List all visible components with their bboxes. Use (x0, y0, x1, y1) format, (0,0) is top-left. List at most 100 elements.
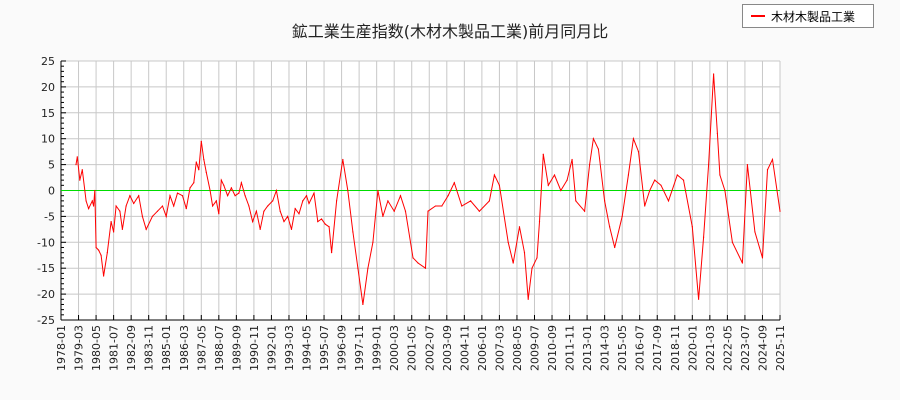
data-point (583, 210, 586, 212)
data-point (512, 262, 514, 264)
x-tick-label: 1983-11 (143, 325, 156, 371)
y-tick-label: -20 (37, 288, 55, 301)
data-point (523, 252, 526, 254)
data-point (604, 200, 606, 202)
data-point (119, 210, 121, 212)
data-point (488, 200, 490, 202)
data-point (305, 195, 308, 197)
data-point (76, 156, 78, 158)
x-tick-label: 2009-07 (528, 325, 541, 371)
x-tick-label: 1990-11 (248, 325, 261, 371)
data-point (81, 169, 83, 171)
data-point (248, 205, 250, 207)
x-tick-label: 2001-05 (406, 325, 419, 371)
data-point (649, 189, 651, 192)
data-point (447, 195, 449, 197)
x-tick-label: 2022-05 (721, 325, 734, 371)
data-point (259, 228, 261, 230)
legend-swatch (751, 15, 765, 17)
legend: 木材木製品工業 (742, 4, 874, 28)
x-tick-label: 1985-01 (160, 325, 173, 371)
data-point (627, 174, 630, 176)
data-point (716, 132, 718, 135)
data-point (290, 228, 293, 230)
x-tick-label: 1999-01 (371, 325, 384, 371)
data-point (702, 236, 705, 238)
data-point (719, 174, 721, 176)
x-tick-label: 1995-07 (318, 325, 331, 371)
data-point (302, 200, 304, 202)
data-point (320, 218, 323, 220)
x-tick-label: 2024-09 (756, 325, 769, 371)
x-tick-label: 2003-09 (441, 325, 454, 371)
data-point (470, 200, 472, 202)
data-point (609, 226, 611, 228)
data-point (324, 223, 326, 225)
x-tick-label: 1994-05 (301, 325, 314, 371)
data-point (79, 179, 81, 181)
x-tick-label: 1982-09 (125, 325, 138, 371)
data-point (87, 208, 90, 210)
data-point (654, 179, 656, 181)
data-point (518, 226, 521, 228)
data-point (507, 241, 509, 243)
data-point (754, 231, 756, 233)
data-point (771, 158, 774, 161)
data-point (441, 205, 443, 207)
data-point (493, 174, 496, 176)
x-tick-label: 2025-11 (774, 325, 787, 371)
x-tick-label: 2007-03 (493, 325, 506, 371)
data-point (621, 215, 623, 217)
y-tick-label: 25 (41, 55, 55, 68)
data-point (209, 189, 211, 192)
data-point (614, 246, 616, 249)
data-point (412, 257, 414, 259)
data-point (226, 195, 229, 197)
data-point (527, 298, 529, 300)
x-tick-label: 2020-01 (686, 325, 699, 371)
x-tick-label: 1987-05 (195, 325, 208, 371)
y-tick-label: 20 (41, 81, 55, 94)
data-point (252, 220, 254, 223)
x-tick-label: 2013-01 (581, 325, 594, 371)
data-point (741, 262, 744, 264)
data-point (566, 179, 568, 181)
data-point (287, 215, 289, 217)
data-point (198, 169, 200, 171)
x-tick-label: 1996-09 (336, 325, 349, 371)
data-point (382, 215, 384, 217)
data-point (185, 208, 187, 210)
data-point (283, 220, 285, 223)
x-tick-label: 2010-09 (546, 325, 559, 371)
data-point (571, 158, 573, 161)
x-tick-label: 1997-11 (353, 325, 366, 371)
data-point (424, 267, 427, 269)
data-point (203, 158, 205, 161)
data-point (165, 215, 167, 217)
data-point (691, 226, 693, 228)
data-point (330, 252, 333, 254)
x-tick-label: 2018-11 (669, 325, 682, 371)
data-point (151, 215, 154, 217)
chart-title: 鉱工業生産指数(木材木製品工業)前月同月比 (291, 22, 609, 41)
data-point (129, 195, 131, 197)
data-point (234, 195, 236, 197)
data-point (100, 254, 102, 256)
data-point (223, 184, 225, 186)
data-point (308, 202, 310, 205)
data-point (404, 210, 407, 212)
data-point (173, 205, 175, 207)
x-tick-label: 2000-03 (388, 325, 401, 371)
data-point (218, 213, 220, 215)
data-point (313, 192, 315, 194)
data-point (156, 210, 159, 212)
data-point (263, 210, 265, 212)
data-point (434, 205, 437, 207)
data-point (746, 164, 749, 166)
data-point (85, 200, 87, 202)
data-point (536, 257, 538, 259)
data-point (238, 192, 240, 194)
x-tick-label: 2015-05 (616, 325, 629, 371)
data-point (230, 187, 232, 189)
y-tick-label: 15 (41, 107, 55, 120)
